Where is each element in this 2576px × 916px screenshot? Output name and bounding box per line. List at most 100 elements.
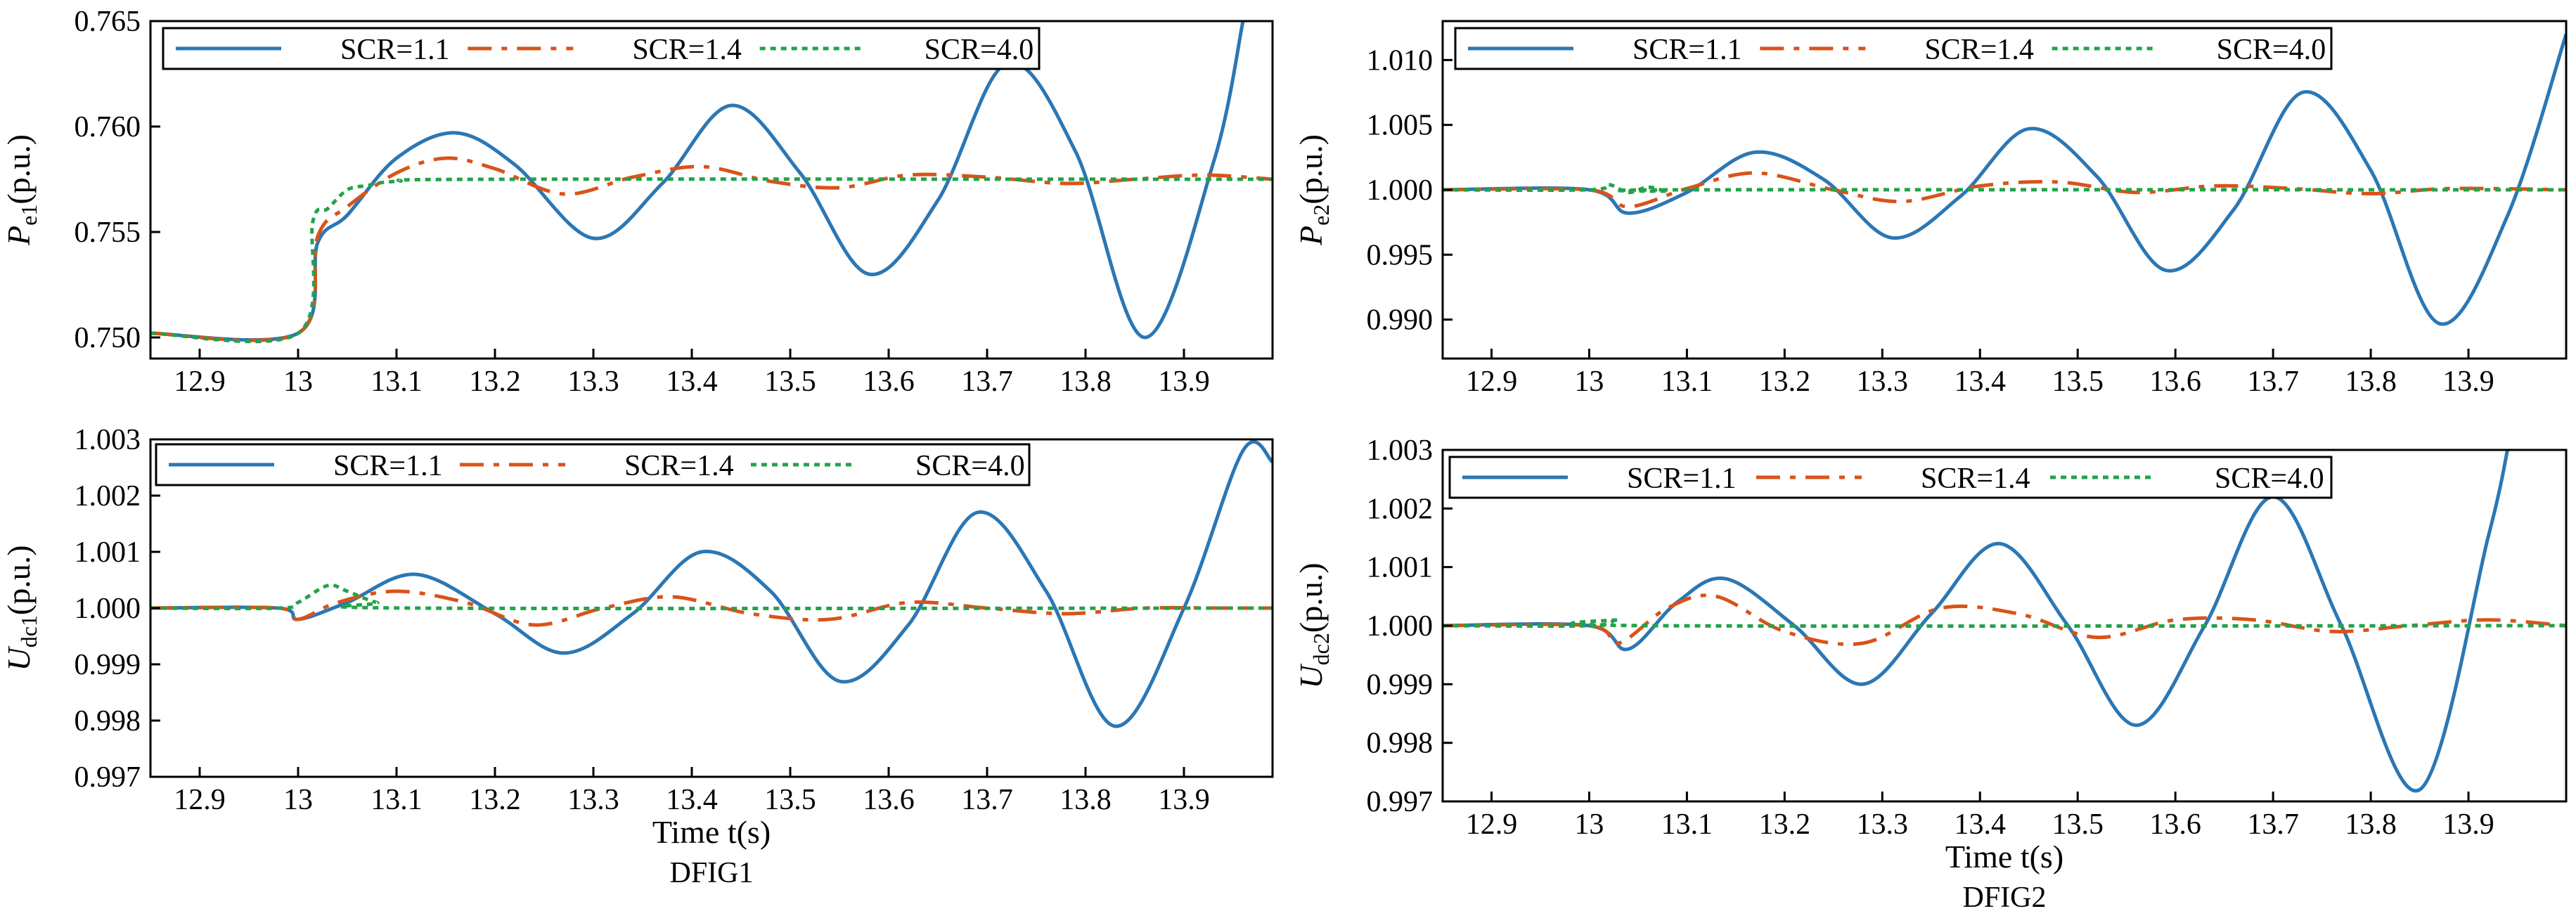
series-line-SCR-1-4 xyxy=(150,589,1273,627)
x-tick-label: 13.2 xyxy=(1759,808,1811,841)
y-tick-label: 0.995 xyxy=(1367,239,1434,271)
y-tick-label: 0.765 xyxy=(75,6,141,38)
legend: SCR=1.1 SCR=1.4 SCR=4.0 xyxy=(1454,27,2333,70)
legend-box xyxy=(1448,456,2333,499)
y-tick-label: 1.000 xyxy=(75,593,141,625)
x-tick-label: 12.9 xyxy=(174,784,226,816)
series-line-SCR-1-1 xyxy=(150,21,1245,342)
x-tick-label: 12.9 xyxy=(1466,808,1518,841)
x-tick-label: 13.5 xyxy=(764,366,816,398)
x-tick-label: 13.4 xyxy=(666,366,718,398)
legend-label: SCR=4.0 xyxy=(925,34,1034,66)
legend-label: SCR=4.0 xyxy=(2215,463,2324,495)
x-tick-label: 13.1 xyxy=(371,366,423,398)
x-tick-label: 13.3 xyxy=(567,366,619,398)
y-tick-label: 0.990 xyxy=(1367,304,1434,337)
x-tick-label: 13.4 xyxy=(1954,366,2007,398)
y-tick-label: 0.998 xyxy=(1367,728,1434,760)
panel-caption: DFIG1 xyxy=(669,857,753,889)
x-tick-label: 13.4 xyxy=(666,784,718,816)
x-tick-label: 13 xyxy=(283,366,313,398)
y-tick-label: 1.001 xyxy=(1367,552,1434,584)
x-tick-label: 13 xyxy=(1574,366,1604,398)
legend: SCR=1.1 SCR=1.4 SCR=4.0 xyxy=(162,27,1041,70)
panel-udc1: 12.9 13 13.1 13.2 13.3 13.4 13.5 13.6 13.7 13.8 13… xyxy=(1,424,1274,889)
y-axis-label: Pe2(p.u.) xyxy=(1293,134,1334,246)
panel-pe1: 12.9 13 13.1 13.2 13.3 13.4 13.5 13.6 13.7 13.8 13… xyxy=(1,6,1274,398)
x-tick-label: 13.7 xyxy=(961,784,1013,816)
plot-area xyxy=(1443,33,2566,326)
x-tick-label: 13.1 xyxy=(371,784,423,816)
y-tick-label: 1.005 xyxy=(1367,110,1434,142)
legend-label: SCR=4.0 xyxy=(915,450,1025,482)
y-tick-label: 1.003 xyxy=(75,424,141,456)
axes-frame xyxy=(149,20,1274,360)
y-tick-label: 0.760 xyxy=(75,111,141,143)
x-axis-label: Time t(s) xyxy=(1945,839,2063,875)
y-tick-label: 1.010 xyxy=(1367,44,1434,77)
legend: SCR=1.1 SCR=1.4 SCR=4.0 xyxy=(1448,456,2333,499)
series-line-SCR-1-4 xyxy=(1443,593,2566,646)
panel-caption: DFIG2 xyxy=(1962,882,2046,914)
y-tick-label: 1.000 xyxy=(1367,174,1434,207)
x-tick-label: 13.8 xyxy=(2345,366,2397,398)
x-tick-label: 13.5 xyxy=(2052,366,2104,398)
y-tick-label: 1.000 xyxy=(1367,610,1434,643)
y-tick-label: 0.750 xyxy=(75,322,141,354)
x-tick-label: 13.3 xyxy=(567,784,619,816)
y-tick-label: 0.755 xyxy=(75,217,141,249)
y-tick-label: 0.998 xyxy=(75,705,141,737)
legend-box xyxy=(155,443,1031,486)
legend-label: SCR=1.1 xyxy=(340,34,450,66)
series-line-SCR-4-0 xyxy=(1443,183,2566,195)
x-tick-label: 13.9 xyxy=(1158,784,1210,816)
legend-label: SCR=1.4 xyxy=(1921,463,2030,495)
x-tick-label: 13.4 xyxy=(1954,808,2007,841)
legend-label: SCR=1.4 xyxy=(1924,34,2034,66)
x-axis-label: Time t(s) xyxy=(652,814,771,850)
y-axis-label: Udc1(p.u.) xyxy=(1,545,41,671)
x-tick-label: 13.3 xyxy=(1857,366,1909,398)
x-tick-label: 12.9 xyxy=(174,366,226,398)
x-tick-label: 13.9 xyxy=(2442,366,2494,398)
y-axis-label: Pe1(p.u.) xyxy=(1,134,41,246)
y-tick-label: 1.002 xyxy=(75,480,141,512)
legend: SCR=1.1 SCR=1.4 SCR=4.0 xyxy=(155,443,1031,486)
y-tick-label: 1.001 xyxy=(75,536,141,569)
plot-area xyxy=(150,440,1273,728)
x-tick-label: 13.7 xyxy=(961,366,1013,398)
legend-label: SCR=1.1 xyxy=(333,450,443,482)
series-line-SCR-4-0 xyxy=(1443,618,2566,628)
legend-box xyxy=(1454,27,2333,70)
x-tick-label: 13.2 xyxy=(469,784,521,816)
x-tick-label: 13.9 xyxy=(2442,808,2494,841)
x-tick-label: 13.8 xyxy=(1060,366,1112,398)
y-tick-label: 0.997 xyxy=(1367,786,1434,818)
y-axis-label: Udc2(p.u.) xyxy=(1293,562,1334,688)
x-tick-label: 13.7 xyxy=(2247,366,2299,398)
y-tick-label: 0.999 xyxy=(75,649,141,681)
plot-area xyxy=(1443,450,2566,793)
y-tick-label: 1.002 xyxy=(1367,493,1434,525)
series-line-SCR-4-0 xyxy=(150,583,1273,611)
y-tick-label: 0.997 xyxy=(75,761,141,794)
series-line-SCR-1-4 xyxy=(150,156,1273,342)
legend-label: SCR=1.1 xyxy=(1627,463,1737,495)
legend-label: SCR=1.1 xyxy=(1632,34,1742,66)
x-tick-label: 12.9 xyxy=(1466,366,1518,398)
x-tick-label: 13.2 xyxy=(1759,366,1811,398)
x-tick-label: 13.2 xyxy=(469,366,521,398)
legend-label: SCR=1.4 xyxy=(624,450,734,482)
legend-label: SCR=1.4 xyxy=(632,34,742,66)
x-tick-label: 13.6 xyxy=(2149,808,2201,841)
x-tick-label: 13.8 xyxy=(1060,784,1112,816)
legend-box xyxy=(162,27,1041,70)
series-line-SCR-1-4 xyxy=(1443,171,2566,209)
x-tick-label: 13.6 xyxy=(863,366,915,398)
x-tick-label: 13.6 xyxy=(2149,366,2201,398)
plot-area xyxy=(150,21,1273,344)
x-tick-label: 13.6 xyxy=(863,784,915,816)
x-tick-label: 13.1 xyxy=(1661,366,1713,398)
x-tick-label: 13 xyxy=(1574,808,1604,841)
